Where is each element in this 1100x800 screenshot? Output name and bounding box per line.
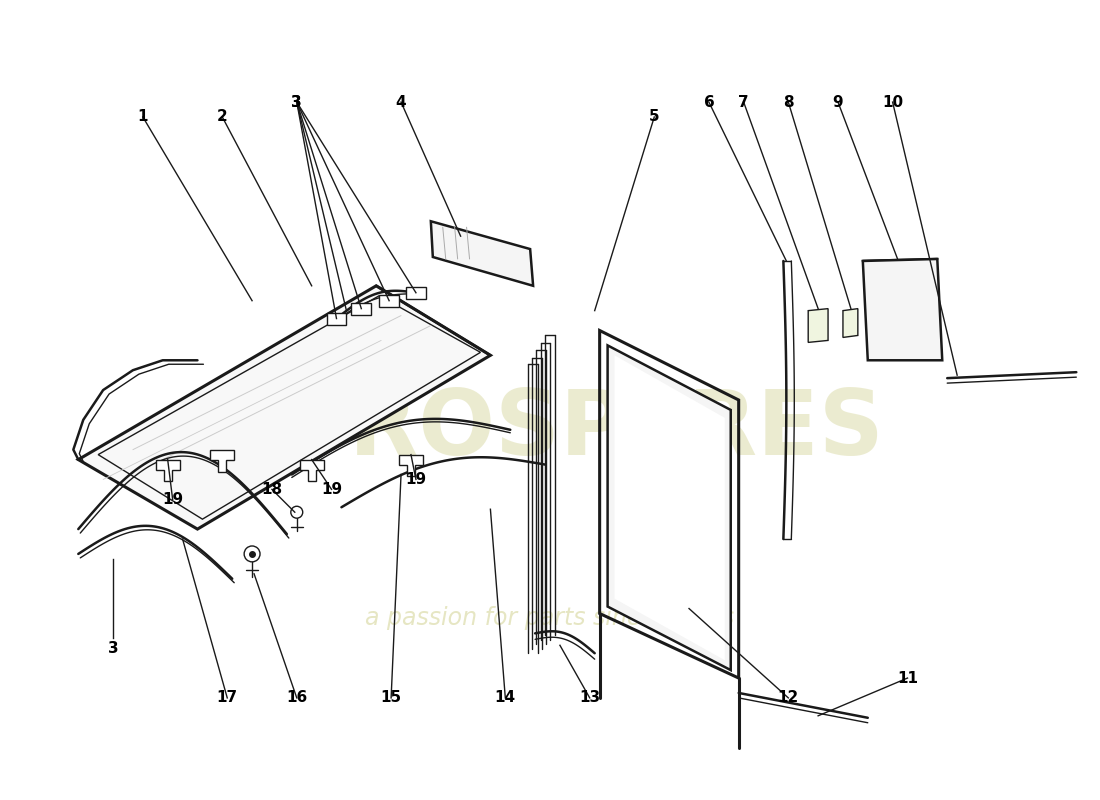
Text: 7: 7	[738, 94, 749, 110]
Polygon shape	[379, 294, 399, 306]
Polygon shape	[615, 355, 725, 660]
Text: 12: 12	[778, 690, 799, 706]
Text: 2: 2	[217, 110, 228, 125]
Text: 14: 14	[495, 690, 516, 706]
Text: 11: 11	[896, 670, 918, 686]
Polygon shape	[843, 309, 858, 338]
Text: 6: 6	[704, 94, 714, 110]
Polygon shape	[399, 454, 422, 477]
Text: 19: 19	[406, 472, 427, 487]
Text: 3: 3	[292, 94, 302, 110]
Polygon shape	[862, 259, 943, 360]
Text: 18: 18	[262, 482, 283, 497]
Text: 17: 17	[217, 690, 238, 706]
Text: EUROSPARES: EUROSPARES	[216, 386, 884, 474]
Polygon shape	[156, 459, 179, 482]
Text: 3: 3	[292, 94, 302, 110]
Polygon shape	[431, 222, 534, 286]
Polygon shape	[351, 302, 372, 314]
Text: 4: 4	[396, 94, 406, 110]
Polygon shape	[808, 309, 828, 342]
Text: 13: 13	[580, 690, 601, 706]
Polygon shape	[406, 286, 426, 298]
Polygon shape	[299, 459, 323, 482]
Text: 5: 5	[649, 110, 660, 125]
Text: a passion for parts since 1990s: a passion for parts since 1990s	[365, 606, 735, 630]
Polygon shape	[78, 286, 491, 529]
Text: 19: 19	[321, 482, 342, 497]
Circle shape	[290, 506, 303, 518]
Text: 19: 19	[162, 492, 184, 507]
Polygon shape	[607, 346, 730, 670]
Polygon shape	[327, 313, 346, 325]
Text: 10: 10	[882, 94, 903, 110]
Polygon shape	[210, 450, 234, 471]
Text: 15: 15	[381, 690, 402, 706]
Text: 9: 9	[833, 94, 844, 110]
Text: 3: 3	[108, 641, 119, 656]
Text: 1: 1	[138, 110, 148, 125]
Text: 16: 16	[286, 690, 307, 706]
Text: 8: 8	[783, 94, 793, 110]
